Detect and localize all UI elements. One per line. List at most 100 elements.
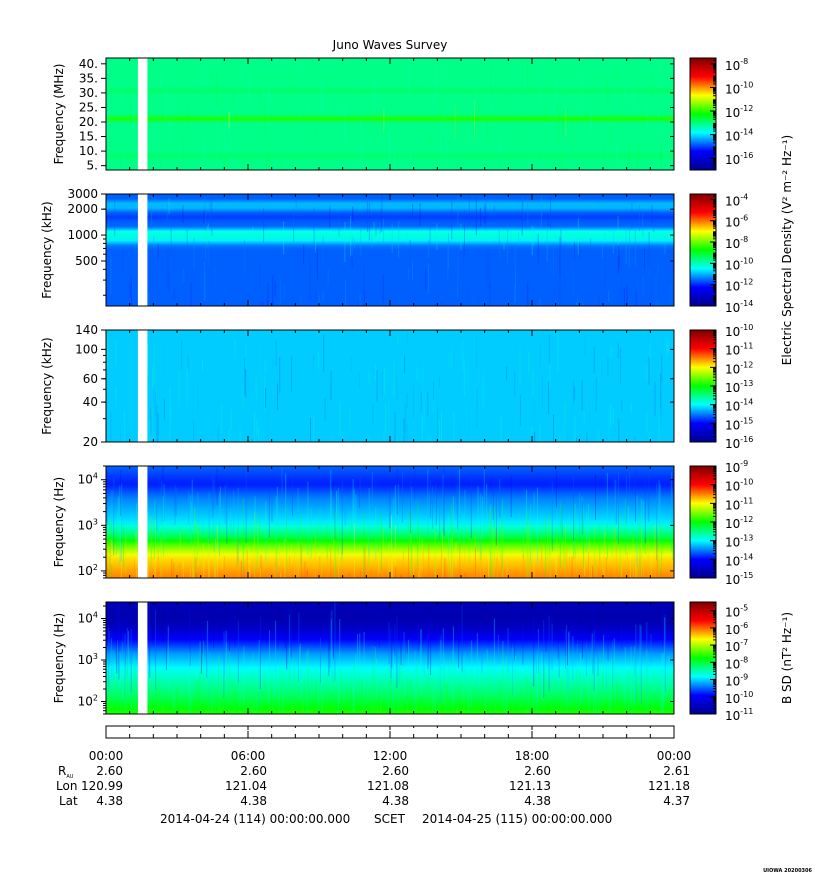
spectrogram-panel-3: 20 40 60 100 140 Frequency (kHz) [40,323,675,449]
spectrogram-image [106,58,674,170]
y-tick-label: 15. [79,130,98,144]
spectrogram-texture [108,602,670,714]
time-tick-label: 18:00 [515,749,550,763]
spectrogram-image [106,466,674,578]
ephemeris-lon-value: 121.04 [225,779,267,793]
data-gap [137,330,148,442]
spectrogram-image [106,330,674,442]
ephemeris-values: 00:002.60120.994.3806:002.60121.044.3812… [81,749,691,808]
ephemeris-lon-label: Lon [56,779,77,793]
colorbars: 10-1610-1410-1210-1010-810-1410-1210-101… [689,57,753,723]
ephemeris-lon-value: 121.18 [648,779,690,793]
spectrogram-texture [106,58,669,170]
y-axis-label: Frequency (Hz) [52,477,66,568]
colorbar-tick-label: 10-10 [725,80,753,96]
y-tick-label: 60 [83,372,98,386]
y-tick-label: 5. [87,159,98,173]
colorbar-gradient [689,193,717,307]
magnetic-colorbar-label: B SD (nT² Hz⁻¹) [780,612,794,704]
colorbar-tick-label: 10-12 [725,104,753,120]
y-tick-label: 104 [78,472,98,487]
colorbar-tick-label: 10-9 [725,459,748,475]
colorbar-tick-label: 10-12 [725,515,753,531]
time-tick-label: 06:00 [231,749,266,763]
colorbar-tick-label: 10-12 [725,360,753,376]
colorbar-4: 10-15 10-14 10-13 10-12 10-11 10-10 10-9 [689,459,753,587]
y-tick-label: 30. [79,86,98,100]
colorbar-tick-label: 10-13 [725,534,753,550]
y-tick-label: 102 [78,563,98,578]
colorbar-tick-label: 10-7 [725,638,748,654]
colorbar-tick-label: 10-15 [725,571,753,587]
spectrogram-image [106,194,674,306]
data-gap [137,466,148,578]
colorbar-gradient [689,601,717,715]
ephemeris-lon-value: 120.99 [81,779,123,793]
spectrogram-panel-1: 5.10.15.20.25.30.35.40. Frequency (MHz) [52,57,675,173]
y-tick-label: 1000 [67,228,98,242]
y-tick-label: 20. [79,115,98,129]
figure-title: Juno Waves Survey [332,38,448,52]
colorbar-tick-label: 10-8 [725,655,748,671]
spectrogram-image [106,602,674,714]
ephemeris-lat-value: 4.38 [240,794,267,808]
y-tick-label: 103 [78,517,98,532]
footer-stamp: UIOWA 20200306 [763,868,812,874]
ephemeris-lon-value: 121.08 [367,779,409,793]
colorbar-tick-label: 10-15 [725,416,753,432]
colorbar-tick-label: 10-8 [725,235,748,251]
colorbar-tick-label: 10-16 [725,151,753,167]
ephemeris-r-label: RAU [58,764,74,780]
electric-colorbar-label: Electric Spectral Density (V² m⁻² Hz⁻¹) [780,135,794,365]
colorbar-1: 10-16 10-14 10-12 10-10 10-8 [689,57,753,171]
y-tick-label: 102 [78,694,98,709]
footer-scet: SCET [374,812,406,826]
colorbar-tick-label: 10-14 [725,398,753,414]
time-axis [105,725,675,739]
y-tick-label: 25. [79,100,98,114]
colorbar-tick-label: 10-11 [725,707,753,723]
colorbar-tick-label: 10-11 [725,342,753,358]
colorbar-tick-label: 10-10 [725,478,753,494]
y-tick-label: 100 [75,342,98,356]
y-tick-label: 103 [78,652,98,667]
colorbar-tick-label: 10-16 [725,435,753,451]
time-tick-label: 00:00 [89,749,124,763]
colorbar-tick-label: 10-14 [725,299,753,315]
colorbar-tick-label: 10-6 [725,621,748,637]
y-tick-label: 40 [83,395,98,409]
y-tick-label: 140 [75,323,98,337]
colorbar-tick-label: 10-14 [725,552,753,568]
colorbar-tick-label: 10-11 [725,496,753,512]
colorbar-tick-label: 10-12 [725,278,753,294]
colorbar-tick-label: 10-5 [725,604,748,620]
ephemeris-r-value: 2.60 [96,764,123,778]
colorbar-tick-label: 10-6 [725,214,748,230]
ephemeris-lat-value: 4.38 [524,794,551,808]
y-tick-label: 10. [79,144,98,158]
colorbar-tick-label: 10-4 [725,192,748,208]
y-tick-label: 3000 [67,187,98,201]
colorbar-3: 10-16 10-15 10-14 10-13 10-12 10-11 10-10 [689,323,753,451]
time-tick-label: 00:00 [657,749,692,763]
spectrogram-panel-5: 102 103 104 Frequency (Hz) [52,601,675,715]
data-gap [137,58,148,170]
colorbar-tick-label: 10-13 [725,379,753,395]
ephemeris-r-value: 2.60 [240,764,267,778]
colorbar-tick-label: 10-10 [725,256,753,272]
ephemeris-r-value: 2.60 [382,764,409,778]
ephemeris-r-value: 2.60 [524,764,551,778]
y-tick-label: 40. [79,57,98,71]
time-tick-label: 12:00 [373,749,408,763]
y-axis-label: Frequency (kHz) [40,201,54,298]
y-tick-label: 500 [75,254,98,268]
ephemeris-lat-value: 4.38 [96,794,123,808]
footer-end-time: 2014-04-25 (115) 00:00:00.000 [422,812,612,826]
data-gap [137,194,148,306]
ephemeris-r-value: 2.61 [663,764,690,778]
ephemeris-lon-value: 121.13 [509,779,551,793]
spectrogram-panels: 5.10.15.20.25.30.35.40. Frequency (MHz) 50… [40,57,675,715]
